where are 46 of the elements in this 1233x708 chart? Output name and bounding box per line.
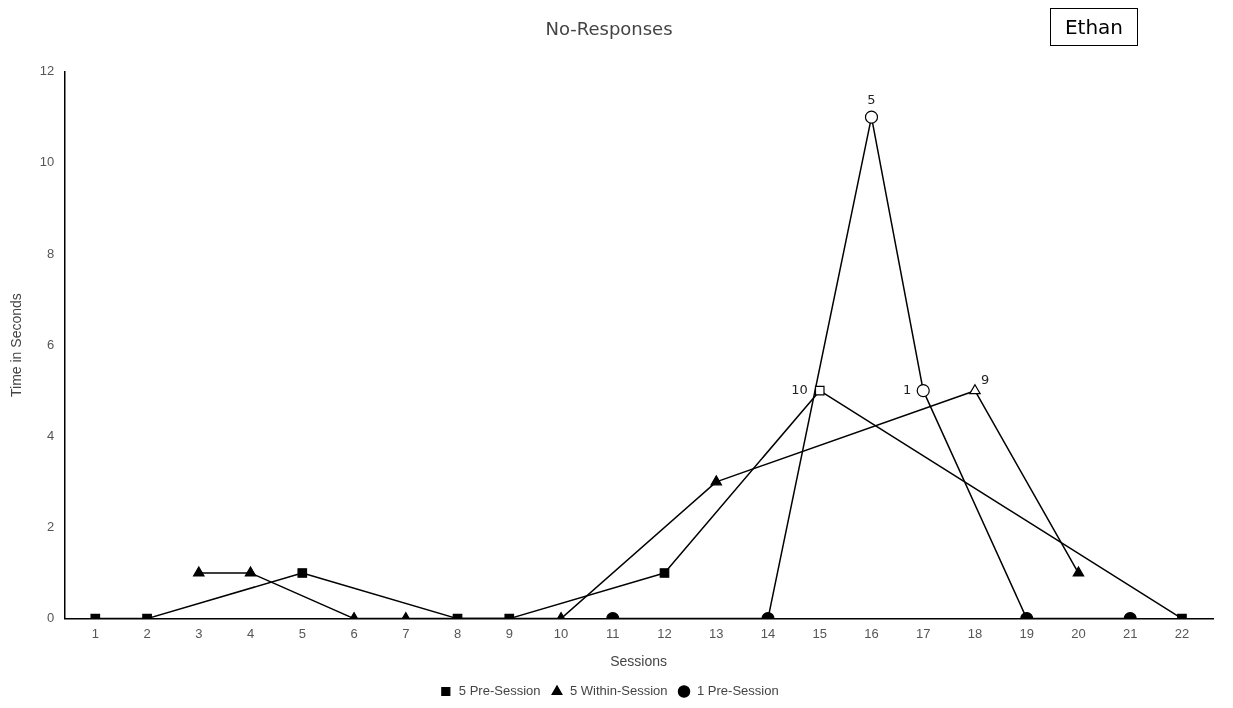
y-tick-label: 12 [39, 63, 55, 79]
x-tick-label: 6 [350, 625, 358, 641]
x-tick-label: 7 [402, 625, 410, 641]
text: Ethan [1049, 8, 1138, 46]
x-tick-label: 5 [298, 625, 306, 641]
annotation: 10 [791, 382, 808, 398]
x-tick-label: 8 [453, 625, 462, 641]
y-tick-label: 0 [47, 610, 55, 626]
x-tick-label: 1 [91, 625, 99, 641]
point [1072, 566, 1085, 577]
x-tick-label: 14 [760, 625, 776, 641]
chart-title: No-Responses [545, 18, 673, 40]
y-axis-title: Time in Seconds [8, 293, 25, 397]
legend-label: 5 Pre-Session [458, 683, 541, 699]
x-tick-label: 15 [812, 625, 827, 641]
x-tick-label: 16 [864, 625, 879, 641]
y-tick-label: 8 [47, 245, 55, 261]
y-tick-label: 4 [47, 427, 55, 443]
point [710, 475, 723, 486]
x-tick-label: 13 [709, 625, 724, 641]
y-tick-label: 2 [47, 519, 55, 535]
y-tick-label: 10 [39, 154, 55, 170]
point [193, 566, 205, 577]
x-tick-label: 11 [606, 625, 620, 641]
point [244, 566, 257, 577]
x-tick-label: 12 [657, 625, 672, 641]
point [916, 384, 930, 398]
x-tick-label: 22 [1174, 625, 1190, 641]
x-tick-label: 10 [553, 625, 569, 641]
x-tick-label: 19 [1019, 625, 1034, 641]
x-tick-label: 4 [246, 625, 255, 641]
point [814, 385, 825, 396]
x-tick-label: 9 [505, 625, 513, 641]
legend-label: 5 Within-Session [569, 683, 668, 699]
legend-label: 1 Pre-Session [697, 683, 779, 699]
x-tick-label: 3 [195, 625, 203, 641]
y-tick-label: 6 [47, 336, 55, 352]
x-tick-label: 17 [915, 625, 931, 641]
annotation: 9 [980, 371, 990, 387]
x-axis-title: Sessions [610, 653, 668, 670]
x-tick-label: 21 [1122, 625, 1138, 641]
x-tick-label: 20 [1071, 625, 1086, 641]
x-tick-label: 18 [967, 625, 983, 641]
annotation: 1 [902, 382, 912, 398]
annotation: 5 [867, 92, 876, 108]
x-tick-label: 2 [143, 625, 151, 641]
